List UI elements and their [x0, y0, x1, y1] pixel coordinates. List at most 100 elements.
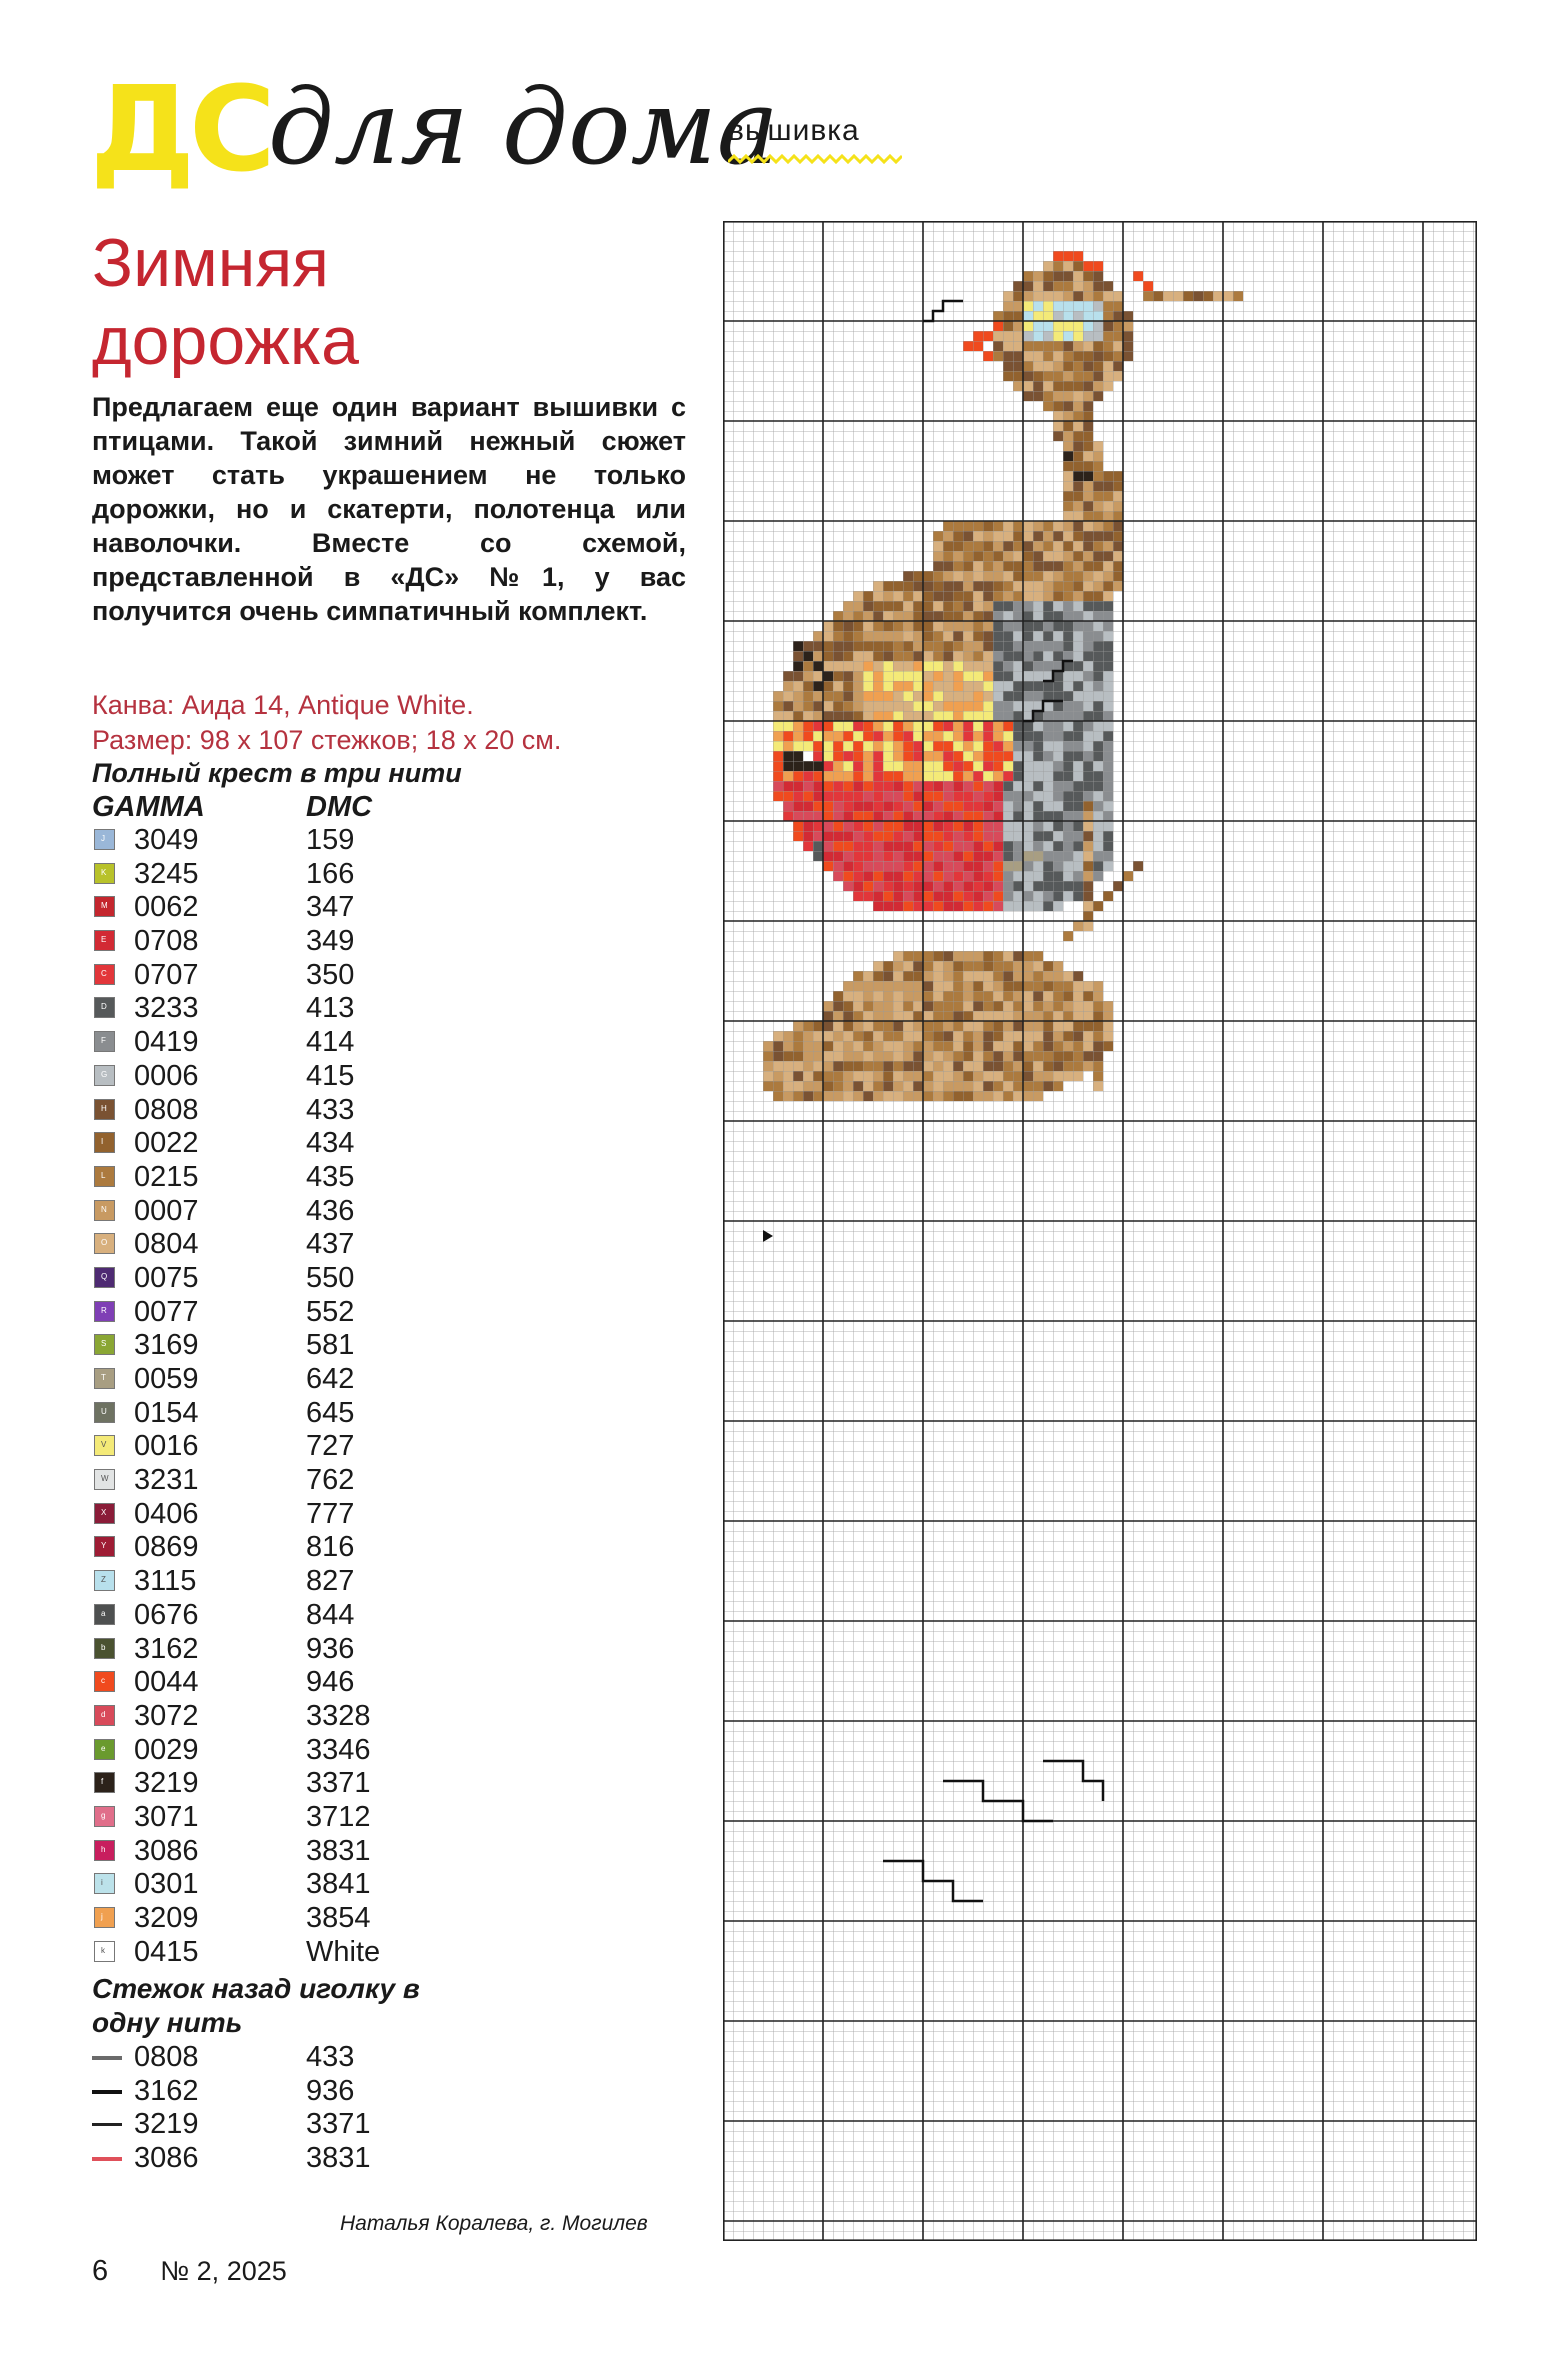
- swatch-symbol: e: [101, 1743, 106, 1753]
- dmc-code: 3831: [306, 1834, 371, 1867]
- dmc-code: 415: [306, 1059, 355, 1092]
- backstitch-heading-line-2: одну нить: [92, 2007, 243, 2038]
- dmc-code: 3346: [306, 1733, 371, 1766]
- gamma-code: 0804: [134, 1228, 199, 1261]
- color-swatch: X: [94, 1502, 115, 1524]
- backstitch-line-sample: [92, 2056, 122, 2060]
- backstitch-path: [883, 1859, 983, 1903]
- dmc-code: 433: [306, 2041, 355, 2073]
- color-swatch: g: [94, 1805, 115, 1827]
- zigzag-ornament: [728, 154, 902, 164]
- dmc-code: 3371: [306, 2108, 371, 2141]
- swatch-symbol: F: [101, 1036, 106, 1046]
- gamma-code: 3219: [134, 1767, 199, 1800]
- dmc-code: 159: [306, 824, 355, 856]
- gamma-code: 0808: [134, 1093, 199, 1126]
- swatch-symbol: k: [101, 1945, 105, 1955]
- swatch-symbol: G: [101, 1069, 108, 1079]
- gamma-code: 0059: [134, 1363, 199, 1395]
- swatch-symbol: Y: [101, 1541, 107, 1551]
- gamma-code: 3049: [134, 824, 199, 856]
- swatch-symbol: c: [101, 1676, 105, 1686]
- swatch-symbol: D: [101, 1002, 107, 1012]
- dmc-code: 3854: [306, 1902, 371, 1934]
- color-swatch: f: [94, 1772, 115, 1794]
- backstitch-path: [1043, 659, 1073, 683]
- gamma-code: 3169: [134, 1329, 199, 1362]
- dmc-code: 349: [306, 925, 355, 958]
- dmc-code: 436: [306, 1194, 355, 1227]
- column-gamma: GAMMA: [92, 791, 205, 823]
- gamma-code: 0406: [134, 1497, 199, 1530]
- gamma-code: 0707: [134, 958, 199, 991]
- gamma-code: 0415: [134, 1935, 199, 1968]
- cross-stitch-chart: [723, 221, 1477, 2241]
- issue-number: № 2, 2025: [160, 2256, 287, 2286]
- color-swatch: F: [94, 1031, 115, 1053]
- color-swatch: h: [94, 1839, 115, 1861]
- dmc-code: White: [306, 1935, 381, 1968]
- swatch-symbol: h: [101, 1844, 106, 1854]
- major-grid: [723, 221, 1477, 2241]
- swatch-symbol: O: [101, 1238, 108, 1248]
- swatch-symbol: g: [101, 1810, 106, 1820]
- swatch-symbol: C: [101, 968, 107, 978]
- color-swatch: O: [94, 1233, 115, 1255]
- color-swatch: J: [94, 829, 115, 850]
- size-spec: Размер: 98 х 107 стежков; 18 х 20 см.: [92, 725, 562, 755]
- article-title: Зимняя дорожка: [92, 224, 359, 380]
- color-swatch: T: [94, 1368, 115, 1389]
- color-swatch: a: [94, 1603, 115, 1625]
- swatch-symbol: W: [101, 1474, 109, 1484]
- dmc-code: 550: [306, 1261, 355, 1294]
- gamma-code: 3219: [134, 2108, 199, 2141]
- dmc-code: 762: [306, 1464, 355, 1497]
- dmc-code: 642: [306, 1363, 355, 1395]
- folio: 6 № 2, 2025: [92, 2255, 287, 2288]
- color-swatch: S: [94, 1334, 115, 1356]
- dmc-code: 777: [306, 1497, 355, 1530]
- gamma-code: 0022: [134, 1127, 199, 1160]
- dmc-code: 936: [306, 1632, 355, 1665]
- lead-paragraph: Предлагаем еще один вариант вышивки с пт…: [92, 392, 686, 626]
- gamma-code: 3162: [134, 2074, 199, 2107]
- dmc-code: 816: [306, 1531, 355, 1564]
- color-swatch: I: [94, 1132, 115, 1154]
- dmc-code: 347: [306, 891, 355, 924]
- dmc-code: 936: [306, 2074, 355, 2107]
- color-swatch: U: [94, 1401, 115, 1423]
- dmc-code: 413: [306, 992, 355, 1025]
- color-swatch: C: [94, 963, 115, 985]
- swatch-symbol: J: [101, 834, 105, 843]
- chart-frame: [723, 221, 1477, 2241]
- brand-script: для дома: [268, 66, 779, 188]
- gamma-code: 3233: [134, 992, 199, 1025]
- color-swatch: Q: [94, 1266, 115, 1288]
- title-line-2: дорожка: [92, 303, 359, 379]
- gamma-code: 0676: [134, 1598, 199, 1631]
- dmc-code: 433: [306, 1093, 355, 1126]
- gamma-code: 0044: [134, 1666, 199, 1699]
- gamma-code: 0708: [134, 925, 199, 958]
- gamma-code: 0006: [134, 1059, 199, 1092]
- swatch-symbol: T: [101, 1373, 106, 1382]
- color-swatch: W: [94, 1469, 115, 1491]
- dmc-code: 166: [306, 857, 355, 890]
- gamma-code: 0029: [134, 1733, 199, 1766]
- color-swatch: e: [94, 1738, 115, 1760]
- gamma-code: 0016: [134, 1430, 199, 1463]
- backstitch-path: [1043, 1759, 1105, 1801]
- backstitch-path: [943, 1779, 1053, 1823]
- swatch-symbol: K: [101, 867, 107, 877]
- gamma-code: 3162: [134, 1632, 199, 1665]
- dmc-code: 581: [306, 1329, 355, 1362]
- swatch-symbol: X: [101, 1507, 107, 1517]
- dmc-code: 844: [306, 1598, 355, 1631]
- swatch-symbol: V: [101, 1440, 107, 1450]
- gamma-code: 3086: [134, 1834, 199, 1867]
- color-swatch: K: [94, 862, 115, 884]
- color-swatch: E: [94, 930, 115, 952]
- gamma-code: 0808: [134, 2041, 199, 2073]
- gamma-code: 3245: [134, 857, 199, 890]
- swatch-symbol: f: [101, 1777, 104, 1787]
